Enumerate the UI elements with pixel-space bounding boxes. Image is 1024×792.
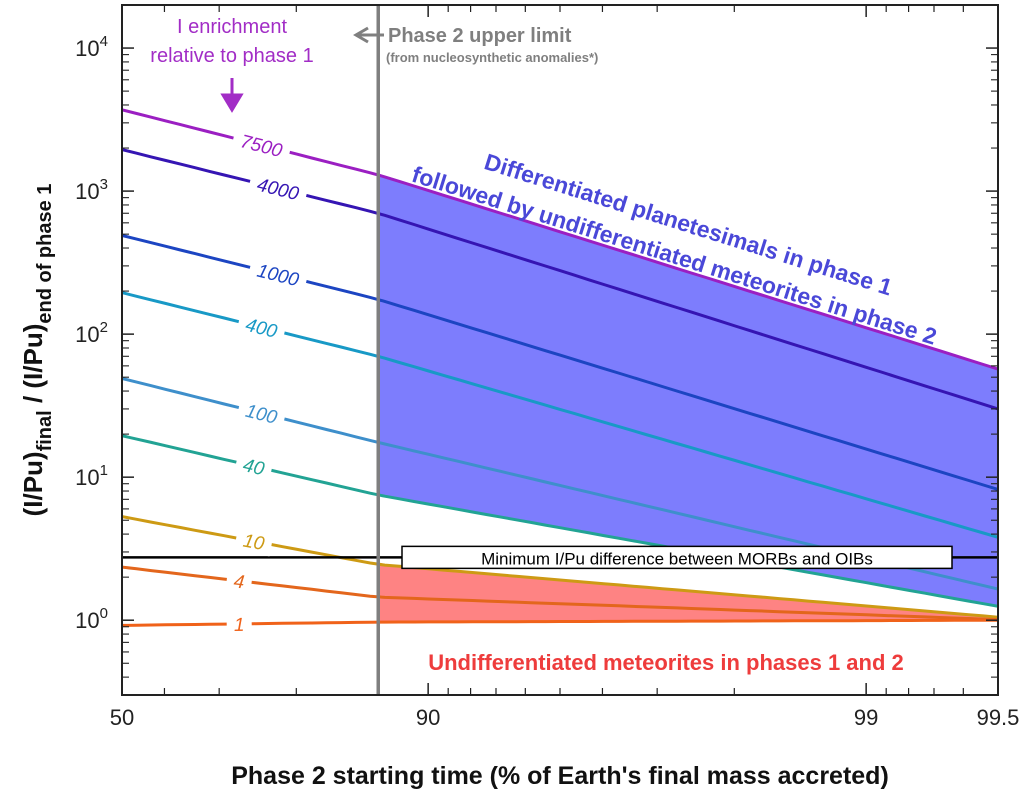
series-label-40: 40 (241, 455, 267, 480)
y-tick-label-1: 101 (75, 462, 108, 490)
phase2-limit-arrow (353, 26, 384, 44)
x-tick-label-90: 90 (416, 705, 440, 730)
enrichment-annotation-line1: I enrichment (177, 16, 287, 38)
y-tick-label-2: 102 (75, 319, 108, 347)
series-label-bg-1 (226, 611, 252, 637)
series-label-group-400: 400 (235, 310, 288, 345)
phase2-limit-sublabel: (from nucleosynthetic anomalies*) (386, 50, 598, 65)
x-tick-label-99.5: 99.5 (977, 705, 1020, 730)
series-label-bg-400 (235, 310, 288, 345)
series-label-1000: 1000 (255, 261, 302, 292)
enrichment-annotation-line2: relative to phase 1 (150, 45, 313, 67)
series-label-10: 10 (241, 531, 266, 556)
plot-frame (121, 4, 999, 696)
series-label-bg-4 (225, 567, 254, 595)
series-label-7500: 7500 (238, 131, 285, 162)
x-axis-label: Phase 2 starting time (% of Earth's fina… (231, 762, 889, 790)
enrichment-arrow (220, 78, 244, 113)
y-axis-label: (I/Pu)final / (I/Pu)end of phase 1 (18, 184, 56, 517)
series-label-bg-7500 (230, 126, 293, 164)
series-label-group-4000: 4000 (247, 169, 310, 208)
series-label-4: 4 (233, 571, 246, 593)
series-label-4000: 4000 (255, 175, 301, 206)
y-tick-label-4: 104 (75, 33, 108, 61)
series-label-group-4: 4 (225, 567, 254, 595)
series-label-group-100: 100 (235, 395, 288, 431)
series-label-1: 1 (234, 615, 245, 636)
series-line-4 (122, 565, 998, 622)
series-label-bg-10 (233, 526, 274, 557)
blue-shaded-region (378, 174, 998, 607)
x-tick-label-50: 50 (110, 705, 134, 730)
min-difference-label: Minimum I/Pu difference between MORBs an… (481, 549, 873, 568)
series-label-group-10: 10 (233, 526, 274, 557)
min-difference-label-box (401, 545, 953, 570)
series-label-group-1000: 1000 (247, 255, 310, 294)
series-label-bg-1000 (247, 255, 310, 294)
series-label-group-1: 1 (226, 611, 252, 637)
series-line-1 (122, 618, 998, 627)
series-label-bg-4000 (247, 169, 310, 208)
series-label-group-40: 40 (233, 450, 275, 482)
red-region-label: Undifferentiated meteorites in phases 1 … (428, 650, 904, 675)
phase2-limit-label: Phase 2 upper limit (388, 25, 572, 47)
series-label-bg-100 (235, 395, 288, 431)
y-tick-label-0: 100 (75, 605, 108, 633)
series-label-group-7500: 7500 (230, 126, 293, 164)
x-tick-label-99: 99 (854, 705, 878, 730)
y-tick-label-3: 103 (75, 176, 108, 204)
series-label-bg-40 (233, 450, 275, 482)
